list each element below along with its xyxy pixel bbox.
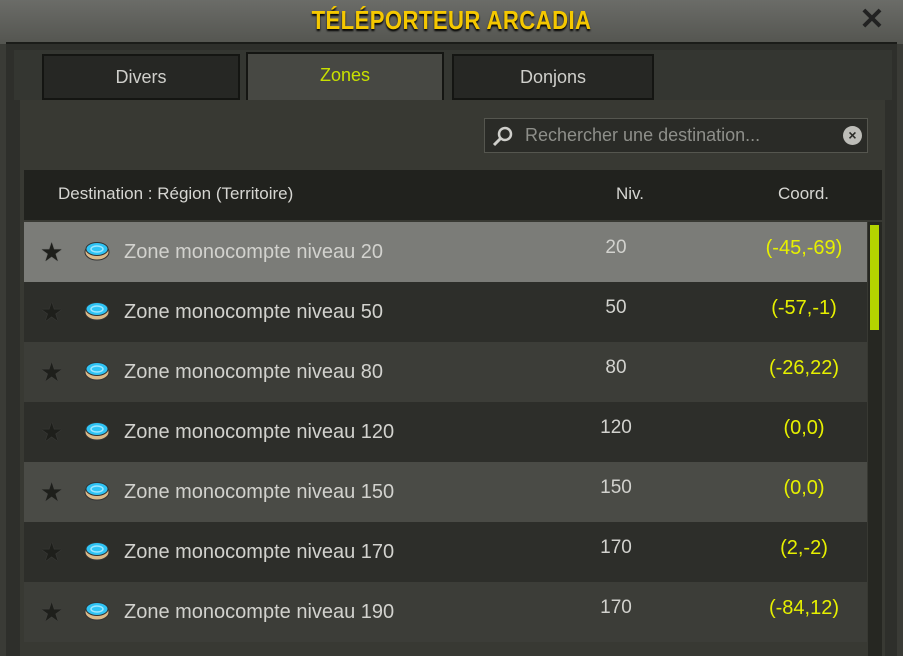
column-destination[interactable]: Destination : Région (Territoire): [58, 184, 294, 203]
zaap-icon: [84, 422, 110, 441]
destination-coord: (-84,12): [768, 597, 840, 619]
destination-coord: (-26,22): [768, 357, 840, 379]
search-input[interactable]: [525, 119, 835, 152]
destination-level: 150: [600, 477, 632, 498]
favorite-star-icon[interactable]: ★: [40, 597, 64, 627]
destination-level: 170: [600, 537, 632, 558]
favorite-star-icon[interactable]: ★: [40, 537, 64, 567]
destination-level: 120: [600, 417, 632, 438]
destination-coord: (-45,-69): [765, 237, 843, 259]
destination-name: Zone monocompte niveau 50: [124, 301, 384, 323]
search-icon: [492, 126, 513, 147]
destination-level: 170: [600, 597, 632, 618]
scrollbar[interactable]: [868, 222, 882, 656]
table-row[interactable]: ★ Zone monocompte niveau 50 50 (-57,-1): [24, 282, 867, 342]
window-title: TÉLÉPORTEUR ARCADIA: [311, 5, 592, 35]
destination-coord: (-57,-1): [771, 297, 837, 319]
favorite-star-icon[interactable]: ★: [40, 237, 64, 267]
zaap-icon: [84, 602, 110, 621]
zaap-icon: [84, 302, 110, 321]
destination-name: Zone monocompte niveau 80: [124, 361, 384, 383]
clear-search-icon[interactable]: ×: [843, 126, 862, 145]
destination-coord: (0,0): [783, 417, 825, 439]
column-level[interactable]: Niv.: [616, 184, 645, 203]
title-bar: TÉLÉPORTEUR ARCADIA ✕: [0, 0, 903, 44]
zaap-icon: [84, 482, 110, 501]
favorite-star-icon[interactable]: ★: [40, 297, 64, 327]
destination-name: Zone monocompte niveau 170: [124, 541, 395, 563]
destination-level: 80: [605, 357, 627, 378]
destination-name: Zone monocompte niveau 190: [124, 601, 395, 623]
close-icon[interactable]: ✕: [859, 3, 885, 36]
table-row[interactable]: ★ Zone monocompte niveau 170 170 (2,-2): [24, 522, 867, 582]
zaap-icon: [84, 362, 110, 381]
tab-donjons[interactable]: Donjons: [452, 54, 654, 100]
destination-level: 50: [605, 297, 627, 318]
destination-level: 20: [605, 237, 627, 258]
destination-coord: (2,-2): [780, 537, 828, 559]
table-row[interactable]: ★ Zone monocompte niveau 150 150 (0,0): [24, 462, 867, 522]
table-row[interactable]: ★ Zone monocompte niveau 20 20 (-45,-69): [24, 222, 867, 282]
table-header: Destination : Région (Territoire) Niv. C…: [24, 170, 882, 220]
destination-name: Zone monocompte niveau 150: [124, 481, 395, 503]
tab-divers[interactable]: Divers: [42, 54, 240, 100]
favorite-star-icon[interactable]: ★: [40, 477, 64, 507]
favorite-star-icon[interactable]: ★: [40, 357, 64, 387]
column-coord[interactable]: Coord.: [778, 184, 830, 203]
search-box[interactable]: ×: [484, 118, 868, 153]
zaap-icon: [84, 242, 110, 261]
scrollbar-thumb[interactable]: [870, 225, 879, 330]
table-row[interactable]: ★ Zone monocompte niveau 190 170 (-84,12…: [24, 582, 867, 642]
destination-name: Zone monocompte niveau 20: [124, 241, 384, 263]
destination-name: Zone monocompte niveau 120: [124, 421, 395, 443]
table-row[interactable]: ★ Zone monocompte niveau 80 80 (-26,22): [24, 342, 867, 402]
favorite-star-icon[interactable]: ★: [40, 417, 64, 447]
zaap-icon: [84, 542, 110, 561]
table-row[interactable]: ★ Zone monocompte niveau 120 120 (0,0): [24, 402, 867, 462]
destination-coord: (0,0): [783, 477, 825, 499]
tab-zones[interactable]: Zones: [246, 52, 444, 102]
